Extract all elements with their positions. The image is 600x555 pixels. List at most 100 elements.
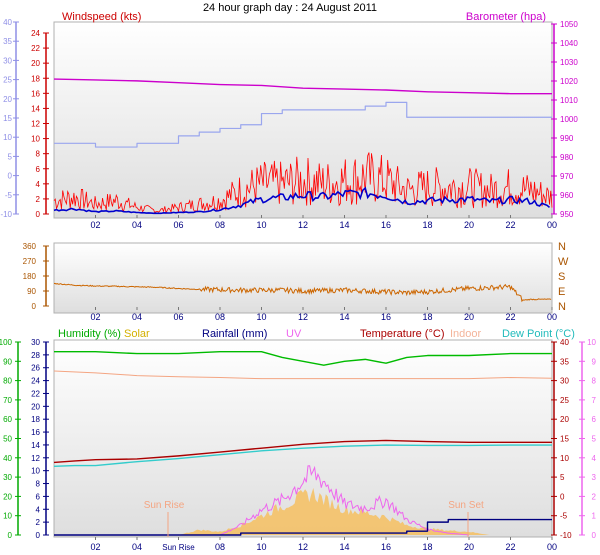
barometer-axis-label: 950 xyxy=(560,210,574,219)
wind-panel-plot-area xyxy=(53,21,553,219)
indoor-temperature-line xyxy=(53,370,553,380)
humidity-axis-label: 90 xyxy=(3,357,12,366)
weather-time-axis-label: 18 xyxy=(422,542,432,552)
uv-axis-label: 0 xyxy=(592,531,597,540)
weather-time-axis-label: 14 xyxy=(339,542,349,552)
wind-time-axis-label: 10 xyxy=(256,220,266,230)
direction-time-axis-label: 04 xyxy=(132,312,142,322)
rainfall-axis-label: 8 xyxy=(36,480,41,489)
wind-time-axis-label: 22 xyxy=(505,220,515,230)
windspeed-axis-label: 6 xyxy=(36,165,41,174)
uv-axis-label: 8 xyxy=(592,377,597,386)
rainfall-axis-label: 24 xyxy=(31,377,40,386)
wind-time-axis-label: 02 xyxy=(90,220,100,230)
direction-time-axis-label: 22 xyxy=(505,312,515,322)
windspeed-axis-label: 4 xyxy=(36,180,41,189)
dew-point-line xyxy=(53,444,552,467)
direction-time-axis-label: 12 xyxy=(298,312,308,322)
humidity-line xyxy=(54,350,552,366)
barometer-legend: Barometer (hpa) xyxy=(466,11,546,23)
temperature-axis-label: 40 xyxy=(560,338,569,347)
wind-average-line xyxy=(53,186,551,215)
compass-label: N xyxy=(558,301,566,313)
direction-panel-plot-area xyxy=(53,242,553,314)
barometer-axis-label: 1020 xyxy=(560,77,578,86)
compass-label: N xyxy=(558,241,566,253)
temperature-axis-label: 20 xyxy=(560,415,569,424)
dewpoint-legend: Dew Point (°C) xyxy=(502,328,575,340)
uv-legend: UV xyxy=(286,328,302,340)
direction-time-axis-label: 06 xyxy=(173,312,183,322)
weather-time-axis-label: 02 xyxy=(90,542,100,552)
wind-direction-line xyxy=(53,282,552,303)
barometer-axis-label: 970 xyxy=(560,172,574,181)
direction-time-axis-label: 02 xyxy=(90,312,100,322)
windspeed-axis-label: 0 xyxy=(36,210,41,219)
rainfall-axis-label: 0 xyxy=(36,531,41,540)
weather-time-axis-label: 12 xyxy=(298,542,308,552)
left-axis-label: 30 xyxy=(3,56,12,65)
compass-label: E xyxy=(558,286,565,298)
left-axis-label: 15 xyxy=(3,114,12,123)
sunrise-annotation: Sun Rise xyxy=(144,500,185,511)
rainfall-axis-label: 14 xyxy=(31,441,40,450)
direction-time-axis-label: 08 xyxy=(215,312,225,322)
uv-axis-label: 9 xyxy=(592,357,597,366)
temperature-axis-label: 30 xyxy=(560,377,569,386)
windspeed-axis-label: 2 xyxy=(36,195,41,204)
weather-time-axis-label: 04 xyxy=(132,542,142,552)
chart-title: 24 hour graph day : 24 August 2011 xyxy=(203,2,377,14)
wind-time-axis-label: 20 xyxy=(464,220,474,230)
uv-axis-label: 2 xyxy=(592,492,597,501)
rainfall-axis-label: 26 xyxy=(31,364,40,373)
temperature-axis-label: -5 xyxy=(560,512,568,521)
rainfall-axis-label: 18 xyxy=(31,415,40,424)
left-axis-label: 10 xyxy=(3,133,12,142)
temperature-axis-label: 25 xyxy=(560,396,569,405)
direction-axis-label: 0 xyxy=(32,302,37,311)
wind-gust-line xyxy=(53,152,553,215)
direction-axis-label: 90 xyxy=(27,287,36,296)
rainfall-axis-label: 6 xyxy=(36,492,41,501)
weather-time-axis-label: 08 xyxy=(215,542,225,552)
temperature-axis-label: 35 xyxy=(560,357,569,366)
solar-area xyxy=(178,487,490,535)
wind-time-axis-label: 18 xyxy=(422,220,432,230)
sunrise-time-label: Sun Rise xyxy=(162,543,195,552)
axis-layer: 4035302520151050-5-102422201816141210864… xyxy=(0,18,597,552)
barometer-axis-label: 1010 xyxy=(560,96,578,105)
rainfall-axis-label: 16 xyxy=(31,428,40,437)
humidity-axis-label: 80 xyxy=(3,377,12,386)
windspeed-axis-label: 18 xyxy=(31,74,40,83)
rainfall-axis-label: 12 xyxy=(31,454,40,463)
humidity-axis-label: 0 xyxy=(8,531,13,540)
barometer-axis-label: 1040 xyxy=(560,39,578,48)
direction-time-axis-label: 10 xyxy=(256,312,266,322)
temperature-axis-label: 15 xyxy=(560,435,569,444)
left-axis-label: -5 xyxy=(5,191,13,200)
weather-time-axis-label: 10 xyxy=(256,542,266,552)
wind-time-axis-label: 12 xyxy=(298,220,308,230)
left-axis-label: 5 xyxy=(8,152,13,161)
rainfall-axis-label: 30 xyxy=(31,338,40,347)
barometer-axis-label: 1050 xyxy=(560,20,578,29)
barometer-axis-label: 1030 xyxy=(560,58,578,67)
rainfall-axis-label: 10 xyxy=(31,467,40,476)
direction-time-axis-label: 18 xyxy=(422,312,432,322)
humidity-legend: Humidity (%) xyxy=(58,328,121,340)
solar-legend: Solar xyxy=(124,328,150,340)
windspeed-axis-label: 8 xyxy=(36,150,41,159)
left-axis-label: 25 xyxy=(3,76,12,85)
rainfall-line xyxy=(54,518,552,536)
wind-time-axis-label: 14 xyxy=(339,220,349,230)
uv-axis-label: 1 xyxy=(592,512,597,521)
wind-time-axis-label: 08 xyxy=(215,220,225,230)
compass-label: S xyxy=(558,271,565,283)
direction-time-axis-label: 14 xyxy=(339,312,349,322)
compass-label: W xyxy=(558,256,569,268)
weather-time-axis-label: 00 xyxy=(547,542,557,552)
rainfall-axis-label: 2 xyxy=(36,518,41,527)
windspeed-axis-label: 12 xyxy=(31,120,40,129)
rainfall-axis-label: 28 xyxy=(31,351,40,360)
